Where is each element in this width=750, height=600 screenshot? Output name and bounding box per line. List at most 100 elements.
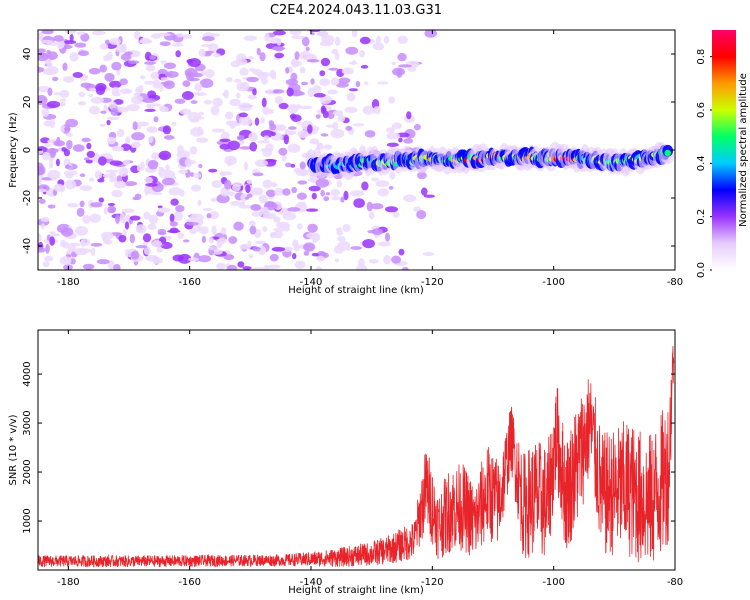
noise-blob — [238, 139, 244, 146]
noise-blob — [289, 113, 297, 120]
noise-blob — [312, 238, 317, 243]
noise-blob — [338, 77, 351, 84]
noise-blob — [219, 138, 231, 143]
noise-blob — [46, 148, 59, 154]
noise-blob — [189, 227, 197, 235]
noise-blob — [163, 62, 177, 70]
noise-blob — [398, 137, 403, 143]
noise-blob — [90, 96, 104, 104]
noise-blob — [137, 85, 144, 94]
noise-blob — [177, 232, 185, 239]
noise-blob — [271, 73, 277, 80]
noise-blob — [79, 200, 85, 208]
noise-blob — [190, 213, 204, 222]
noise-blob — [81, 137, 91, 143]
noise-blob — [74, 225, 89, 236]
y-tick-label: 4000 — [22, 361, 33, 386]
noise-blob — [240, 200, 246, 208]
noise-blob — [188, 257, 200, 262]
noise-blob — [256, 71, 271, 77]
noise-blob — [291, 35, 305, 40]
noise-blob — [42, 68, 57, 76]
noise-blob — [38, 86, 51, 93]
noise-blob — [330, 188, 340, 197]
noise-blob — [373, 106, 381, 115]
noise-blob — [299, 161, 306, 170]
noise-blob — [161, 177, 176, 186]
noise-blob — [38, 149, 44, 155]
noise-blob — [157, 32, 171, 37]
noise-blob — [237, 261, 245, 268]
noise-blob — [342, 224, 351, 233]
noise-blob — [334, 36, 341, 47]
noise-blob — [320, 133, 329, 137]
noise-blob — [313, 93, 326, 98]
noise-blob — [323, 196, 330, 202]
noise-blob — [153, 116, 159, 123]
noise-blob — [165, 164, 170, 172]
noise-blob — [208, 211, 220, 220]
noise-blob — [257, 140, 270, 144]
noise-blob — [118, 235, 127, 243]
noise-blob — [210, 105, 220, 116]
noise-blob — [63, 40, 77, 45]
noise-blob — [260, 148, 270, 152]
noise-blob — [247, 95, 257, 100]
noise-blob — [308, 53, 316, 60]
noise-blob — [97, 178, 105, 183]
noise-blob — [46, 100, 61, 109]
noise-blob — [316, 255, 326, 262]
noise-blob — [208, 168, 218, 173]
noise-blob — [119, 212, 126, 222]
noise-blob — [193, 172, 202, 178]
noise-blob — [86, 142, 92, 150]
noise-blob — [248, 132, 258, 142]
snr-panel: -180 -160 -140 -120 -100 -80 1000 2000 3000 4000… — [8, 329, 683, 596]
noise-blob — [366, 201, 373, 212]
noise-blob — [330, 77, 340, 86]
noise-blob — [254, 117, 260, 126]
noise-blob — [82, 214, 91, 224]
noise-blob — [46, 41, 60, 46]
noise-blob — [332, 121, 339, 130]
noise-blob — [99, 123, 107, 127]
noise-blob — [403, 194, 417, 203]
noise-blob — [85, 159, 93, 164]
noise-blob — [105, 169, 119, 173]
y-tick-label: -40 — [22, 238, 33, 254]
noise-blob — [38, 188, 48, 193]
noise-blob — [190, 127, 204, 137]
noise-blob — [182, 80, 191, 87]
noise-blob — [210, 197, 217, 203]
noise-blob — [384, 232, 391, 242]
noise-blob — [386, 142, 399, 147]
noise-blob — [131, 132, 145, 141]
noise-blob — [232, 181, 243, 187]
noise-blob — [220, 227, 227, 235]
noise-blob — [136, 121, 150, 127]
noise-blob — [310, 78, 315, 85]
noise-blob — [206, 213, 212, 219]
noise-blob — [147, 136, 154, 143]
noise-blob — [236, 92, 241, 99]
noise-blob — [88, 94, 94, 98]
noise-blob — [340, 196, 345, 203]
noise-blob — [198, 48, 206, 57]
noise-blob — [66, 140, 73, 150]
noise-blob — [77, 50, 90, 57]
noise-blob — [107, 202, 116, 207]
noise-blob — [49, 236, 55, 246]
noise-blob — [164, 71, 179, 78]
noise-blob — [178, 169, 188, 174]
noise-blob — [319, 78, 331, 86]
noise-blob — [114, 106, 129, 113]
noise-blob — [226, 158, 232, 167]
noise-blob — [368, 259, 379, 264]
noise-blob — [124, 136, 131, 144]
noise-blob — [208, 245, 218, 251]
noise-blob — [299, 50, 311, 61]
noise-blob — [98, 156, 107, 166]
noise-blob — [308, 30, 321, 33]
noise-blob — [274, 95, 283, 105]
noise-blob — [223, 254, 235, 261]
